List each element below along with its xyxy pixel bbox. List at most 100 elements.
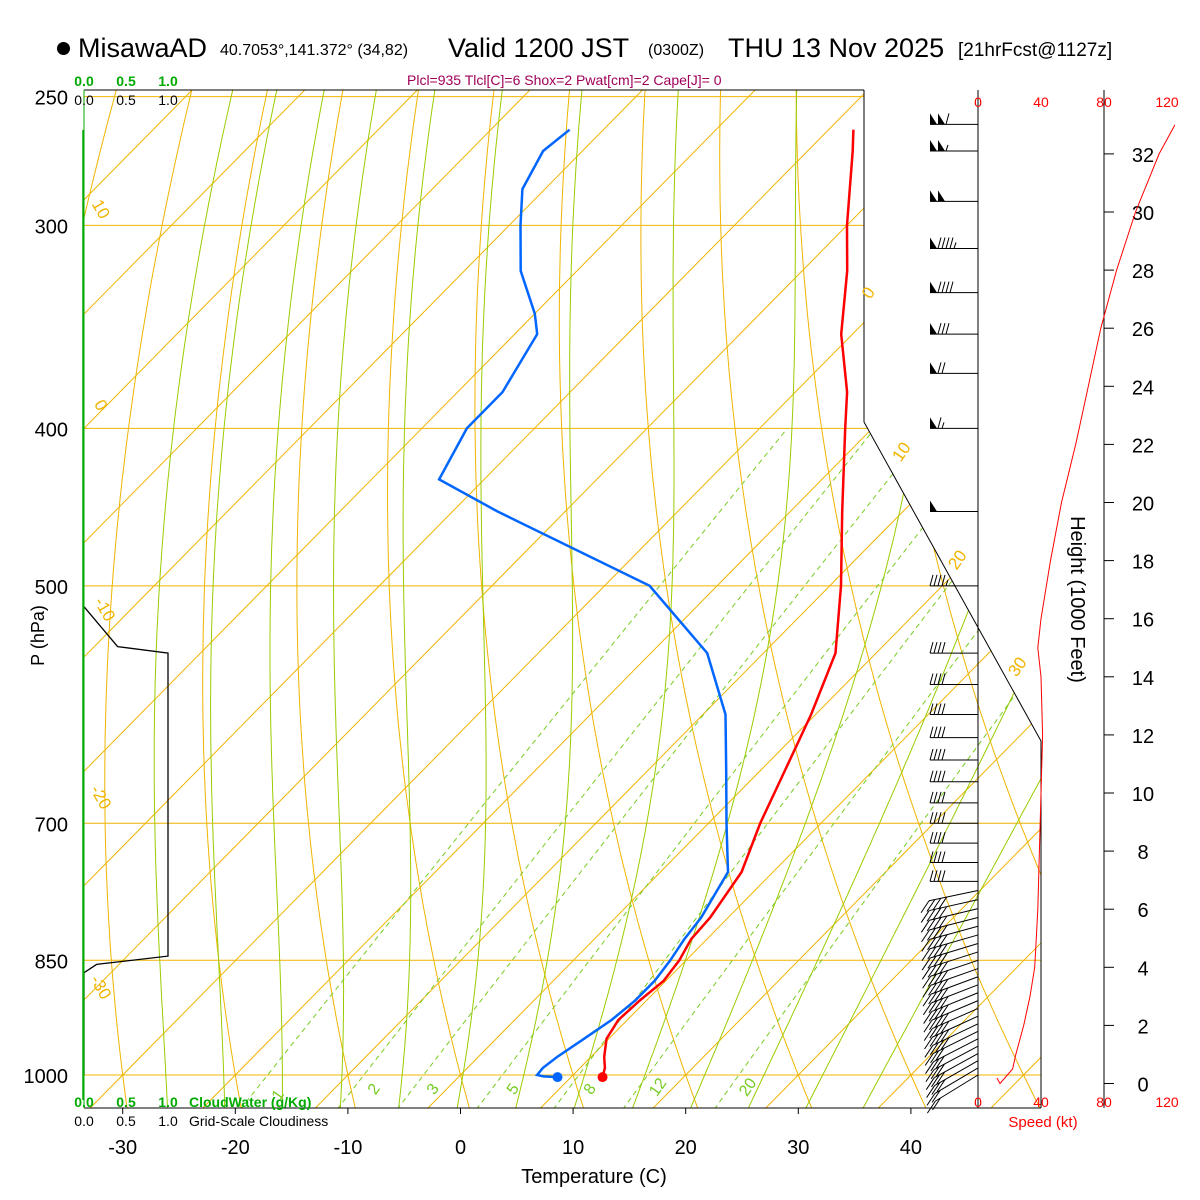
wind-barb xyxy=(929,641,978,654)
wind-barb xyxy=(924,1015,979,1050)
wind-barb-half-feather xyxy=(945,579,949,586)
wind-barb-feather xyxy=(932,907,942,921)
background-grid xyxy=(84,38,1200,1143)
mixing-ratio-line xyxy=(713,428,1041,1108)
wind-barb xyxy=(926,1067,979,1106)
wind-barb-pennant xyxy=(930,323,937,335)
cloud-water-tick-bottom: 0.0 xyxy=(74,1094,94,1110)
wind-barb-feather xyxy=(928,1000,938,1013)
wind-barb-staff xyxy=(931,984,979,1004)
wind-barb-feather xyxy=(933,851,938,863)
isotherm-line xyxy=(137,90,1041,1108)
wind-barb xyxy=(930,362,978,374)
wind-barb-half-feather xyxy=(953,242,957,249)
wind-barb-feather xyxy=(938,915,948,929)
wind-barb-feather xyxy=(938,925,948,938)
wind-barb-staff xyxy=(933,1045,979,1071)
height-tick-label: 28 xyxy=(1132,261,1154,283)
pressure-tick-label: 250 xyxy=(35,88,68,110)
height-tick-label: 24 xyxy=(1132,377,1154,399)
dry-adiabat-line xyxy=(1166,38,1200,1143)
temperature-tick-label: -10 xyxy=(333,1137,362,1159)
wind-barb xyxy=(930,322,978,335)
mixing-ratio-line xyxy=(475,427,1001,1108)
wind-barb-feather xyxy=(933,726,938,738)
moist-adiabat-line xyxy=(787,90,1041,1108)
pressure-tick-label: 300 xyxy=(35,216,68,238)
wind-barb xyxy=(930,113,978,125)
wind-barb-feather xyxy=(928,991,938,1005)
cloud-water-tick-top: 0.0 xyxy=(74,73,94,89)
wind-barb-feather xyxy=(933,832,938,844)
wind-barb-feather xyxy=(933,989,943,1003)
wind-barb-feather xyxy=(921,948,931,962)
height-tick-label: 32 xyxy=(1132,145,1154,167)
wind-barb-feather xyxy=(932,917,942,930)
wind-barb-feather xyxy=(922,1002,932,1016)
isotherm-line xyxy=(362,90,1041,1108)
wind-barb-half-feather xyxy=(945,144,949,152)
height-axis-label: Height (1000 Feet) xyxy=(1065,516,1088,683)
wind-barb-staff xyxy=(929,908,979,921)
station-coordinates: 40.7053°,141.372° (34,82) xyxy=(220,42,409,59)
temperature-profile-surface-dot xyxy=(597,1072,608,1083)
wind-barb-feather xyxy=(924,1045,934,1058)
isotherm-label: -20 xyxy=(86,782,115,813)
wind-barb-feather xyxy=(941,791,946,803)
temperature-profile xyxy=(601,129,855,1078)
wind-barb-feather xyxy=(933,812,938,824)
wind-barb-staff xyxy=(930,951,979,968)
height-tick-label: 4 xyxy=(1137,958,1148,980)
wind-barb-feather xyxy=(927,974,937,987)
dry-adiabat-line xyxy=(558,90,712,1108)
dry-adiabat-line xyxy=(386,90,480,1108)
mixing-ratio-line xyxy=(336,427,876,1108)
cloud-water-tick-top: 1.0 xyxy=(158,73,178,89)
wind-barb xyxy=(926,1074,979,1114)
isotherm-line xyxy=(84,90,807,1108)
wind-barb-staff xyxy=(933,1053,979,1079)
wind-barb-feather xyxy=(945,281,950,293)
wind-barb-feather xyxy=(932,1097,941,1111)
wind-barb xyxy=(924,1023,979,1058)
isotherm-line xyxy=(84,90,470,1108)
dry-adiabat-line xyxy=(869,90,1041,1108)
grid-clipped xyxy=(84,38,1200,1143)
wind-barb-feather xyxy=(933,641,938,654)
valid-time-utc: (0300Z) xyxy=(648,42,705,59)
wind-barb-feather xyxy=(941,748,946,761)
wind-barb-feather xyxy=(933,980,943,994)
wind-barb xyxy=(923,992,979,1024)
wind-barb-feather xyxy=(926,1093,936,1106)
wind-barb-feather xyxy=(925,1077,935,1090)
wind-barb-feather xyxy=(936,1071,946,1085)
forecast-info: [21hrFcst@1127z] xyxy=(958,40,1113,61)
cloudiness-tick-top: 0.5 xyxy=(116,92,136,108)
cloudiness-tick-bottom: 1.0 xyxy=(158,1113,178,1129)
isotherm-line xyxy=(925,90,1041,1108)
wind-barb-feather xyxy=(928,982,937,996)
wind-barb-feather xyxy=(938,952,948,966)
wind-barb-staff xyxy=(931,992,979,1013)
wind-barb-pennant xyxy=(930,113,937,125)
wind-barb xyxy=(929,770,978,783)
wind-barb xyxy=(930,417,978,429)
wind-barb xyxy=(930,190,978,202)
wind-barb-feather xyxy=(929,791,934,803)
wind-barb xyxy=(921,943,979,971)
wind-barb-staff xyxy=(932,1023,979,1046)
stability-indices: Plcl=935 Tlcl[C]=6 Shox=2 Pwat[cm]=2 Cap… xyxy=(407,72,722,88)
dry-adiabat-line xyxy=(104,90,206,1108)
moist-adiabat-line xyxy=(844,90,1041,1108)
wind-barb xyxy=(929,851,978,864)
station-name: MisawaAD xyxy=(78,33,208,63)
mixing-ratio-line xyxy=(552,427,1041,1108)
wind-barb-feather xyxy=(926,1085,936,1098)
cloudiness-tick-top: 1.0 xyxy=(158,92,178,108)
wind-barb xyxy=(930,237,978,249)
wind-barb-feather xyxy=(940,1021,950,1034)
wind-barb-feather xyxy=(945,322,950,335)
wind-barb-staff xyxy=(928,890,979,902)
height-tick-label: 22 xyxy=(1132,435,1154,457)
